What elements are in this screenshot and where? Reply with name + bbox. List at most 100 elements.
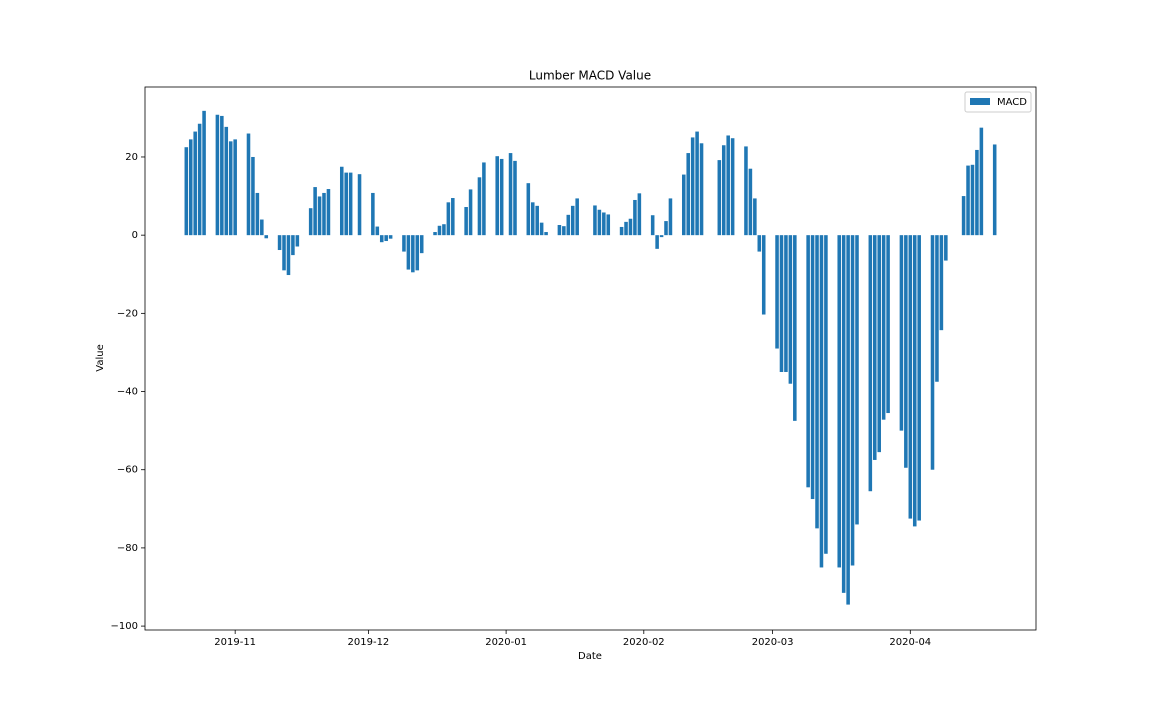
x-tick-label: 2020-02 bbox=[623, 637, 665, 648]
bar bbox=[726, 135, 730, 236]
bar bbox=[184, 147, 189, 236]
bar bbox=[841, 235, 846, 593]
bar bbox=[375, 226, 380, 236]
bar bbox=[904, 235, 908, 468]
bar bbox=[277, 235, 282, 251]
bar bbox=[868, 235, 873, 492]
bar bbox=[251, 156, 255, 236]
bar bbox=[775, 235, 779, 349]
legend: MACD bbox=[964, 91, 1032, 113]
bar bbox=[655, 235, 659, 249]
bar bbox=[437, 225, 442, 236]
bar bbox=[562, 226, 566, 236]
bar bbox=[664, 221, 668, 236]
bar bbox=[526, 183, 531, 236]
bar bbox=[406, 235, 411, 270]
bar bbox=[570, 205, 575, 236]
bar bbox=[975, 149, 979, 236]
bar bbox=[690, 137, 695, 236]
x-axis-label: Date bbox=[578, 651, 602, 662]
bar bbox=[970, 164, 975, 236]
x-tick-label: 2020-01 bbox=[485, 637, 527, 648]
bar bbox=[819, 235, 824, 568]
bar bbox=[761, 235, 766, 315]
bar bbox=[637, 193, 642, 236]
bar bbox=[779, 235, 784, 372]
bar bbox=[451, 198, 455, 236]
legend-label: MACD bbox=[997, 97, 1027, 108]
bar bbox=[930, 235, 935, 470]
bar bbox=[566, 214, 571, 236]
bar bbox=[619, 226, 624, 236]
bar bbox=[468, 189, 473, 236]
bar bbox=[557, 224, 562, 236]
bar bbox=[530, 202, 535, 236]
bar bbox=[886, 235, 890, 414]
bar bbox=[633, 199, 637, 236]
bar bbox=[917, 235, 921, 521]
bar bbox=[575, 198, 579, 236]
bar bbox=[939, 235, 944, 331]
y-tick-label: −20 bbox=[117, 308, 138, 319]
bar bbox=[308, 208, 313, 236]
bar bbox=[806, 235, 810, 488]
bar bbox=[837, 235, 842, 568]
bar bbox=[508, 153, 513, 236]
bar bbox=[597, 209, 602, 236]
bar bbox=[744, 146, 748, 236]
bar bbox=[681, 174, 686, 236]
bar bbox=[371, 192, 375, 236]
bar bbox=[233, 139, 237, 236]
bar bbox=[730, 138, 735, 236]
bar bbox=[668, 198, 673, 236]
bar bbox=[602, 212, 606, 236]
bar bbox=[402, 235, 406, 252]
y-axis-label: Value bbox=[95, 344, 106, 371]
bar bbox=[286, 235, 291, 276]
bar bbox=[513, 160, 517, 236]
bar bbox=[357, 174, 362, 236]
bar bbox=[784, 235, 788, 372]
bar bbox=[291, 235, 295, 256]
bar bbox=[415, 235, 420, 271]
x-tick-label: 2020-03 bbox=[752, 637, 794, 648]
bar bbox=[246, 133, 251, 236]
bar bbox=[419, 235, 424, 254]
bar bbox=[757, 235, 762, 252]
y-tick-label: 0 bbox=[132, 230, 138, 241]
bar bbox=[313, 187, 317, 236]
x-tick-label: 2019-11 bbox=[214, 637, 256, 648]
bar bbox=[224, 126, 229, 236]
chart-title: Lumber MACD Value bbox=[529, 69, 651, 83]
x-tick-label: 2020-04 bbox=[889, 637, 931, 648]
bar bbox=[348, 172, 353, 236]
bar bbox=[388, 235, 393, 239]
bar bbox=[282, 235, 286, 271]
bar bbox=[855, 235, 859, 525]
y-tick-label: −80 bbox=[117, 543, 138, 554]
bar bbox=[464, 207, 468, 236]
bar bbox=[339, 166, 344, 236]
bar bbox=[433, 232, 437, 236]
bar bbox=[628, 218, 633, 236]
bar bbox=[295, 235, 300, 247]
bar bbox=[215, 114, 220, 236]
plot-frame bbox=[144, 86, 1037, 631]
bar bbox=[202, 110, 206, 236]
bar bbox=[788, 235, 793, 384]
bar bbox=[881, 235, 886, 420]
bar bbox=[593, 205, 597, 236]
y-tick-label: −40 bbox=[117, 387, 138, 398]
bar bbox=[850, 235, 855, 566]
bar bbox=[912, 235, 917, 527]
bar bbox=[810, 235, 815, 500]
bar bbox=[815, 235, 819, 529]
x-tick-label: 2019-12 bbox=[348, 637, 390, 648]
bar bbox=[228, 141, 233, 236]
legend-swatch bbox=[970, 98, 990, 105]
bar bbox=[220, 115, 224, 236]
bar bbox=[317, 196, 322, 236]
bar bbox=[846, 235, 850, 605]
bar bbox=[384, 235, 388, 242]
bar bbox=[442, 224, 446, 236]
